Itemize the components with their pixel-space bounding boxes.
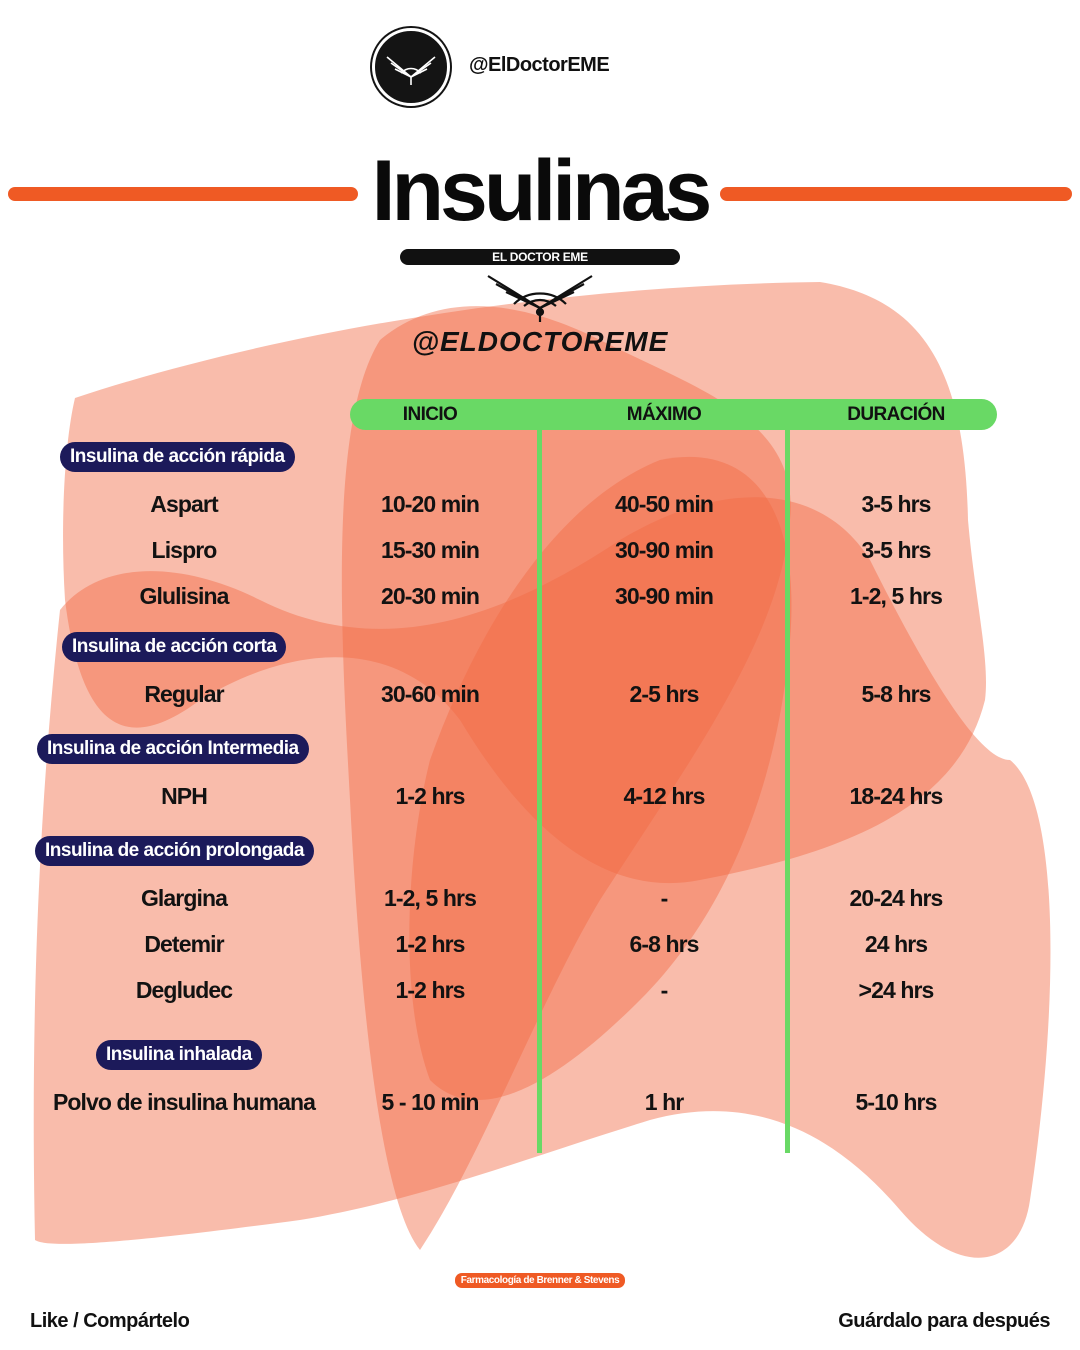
column-header-bar bbox=[350, 399, 997, 430]
cell-inicio: 1-2 hrs bbox=[395, 783, 465, 809]
brand-name-bar: EL DOCTOR EME bbox=[400, 249, 680, 265]
category-pill: Insulina de acción prolongada bbox=[35, 836, 314, 866]
insulin-name: Glulisina bbox=[139, 583, 229, 609]
category-pill: Insulina de acción corta bbox=[62, 632, 287, 662]
category-pill: Insulina inhalada bbox=[96, 1040, 262, 1070]
cell-maximo: - bbox=[660, 885, 669, 911]
cell-duracion: 3-5 hrs bbox=[861, 537, 931, 563]
column-header-inicio: INICIO bbox=[402, 404, 458, 425]
title-divider-left bbox=[8, 187, 358, 201]
footer-share-text: Like / Compártelo bbox=[30, 1310, 190, 1332]
insulin-name: Lispro bbox=[151, 537, 218, 563]
cell-duracion: 5-10 hrs bbox=[855, 1089, 937, 1115]
insulin-name: Detemir bbox=[144, 931, 224, 957]
winged-caduceus-logo-icon bbox=[487, 275, 593, 322]
cell-inicio: 1-2 hrs bbox=[395, 931, 465, 957]
cell-maximo: 4-12 hrs bbox=[623, 783, 705, 809]
footer-save-text: Guárdalo para después bbox=[838, 1310, 1050, 1332]
blob-shape bbox=[409, 456, 792, 1101]
cell-inicio: 1-2 hrs bbox=[395, 977, 465, 1003]
cell-duracion: 18-24 hrs bbox=[849, 783, 944, 809]
title-divider-right bbox=[720, 187, 1072, 201]
cell-duracion: 24 hrs bbox=[864, 931, 928, 957]
cell-maximo: 2-5 hrs bbox=[629, 681, 699, 707]
category-pill: Insulina de acción rápida bbox=[60, 442, 295, 472]
cell-inicio: 1-2, 5 hrs bbox=[384, 885, 477, 911]
insulin-name: Polvo de insulina humana bbox=[52, 1089, 316, 1115]
insulin-name: NPH bbox=[161, 783, 208, 809]
blob-shape bbox=[63, 282, 987, 884]
column-divider bbox=[785, 428, 790, 1153]
blob-shape bbox=[341, 306, 791, 1250]
column-header-duracion: DURACIÓN bbox=[847, 404, 945, 425]
cell-duracion: >24 hrs bbox=[858, 977, 935, 1003]
category-pill: Insulina de acción Intermedia bbox=[37, 734, 309, 764]
column-divider bbox=[537, 428, 542, 1153]
account-handle[interactable]: @ElDoctorEME bbox=[469, 54, 610, 76]
cell-duracion: 3-5 hrs bbox=[861, 491, 931, 517]
cell-inicio: 10-20 min bbox=[380, 491, 480, 517]
cell-inicio: 20-30 min bbox=[380, 583, 480, 609]
cell-inicio: 30-60 min bbox=[380, 681, 480, 707]
insulin-name: Regular bbox=[144, 681, 224, 707]
source-citation: Farmacología de Brenner & Stevens bbox=[455, 1273, 625, 1288]
cell-maximo: - bbox=[660, 977, 669, 1003]
blob-shape bbox=[33, 497, 1051, 1258]
profile-avatar[interactable] bbox=[372, 28, 450, 106]
cell-maximo: 6-8 hrs bbox=[629, 931, 699, 957]
cell-maximo: 1 hr bbox=[644, 1089, 684, 1115]
cell-duracion: 20-24 hrs bbox=[849, 885, 944, 911]
insulin-name: Aspart bbox=[150, 491, 218, 517]
winged-caduceus-logo-icon bbox=[386, 56, 436, 85]
cell-duracion: 1-2, 5 hrs bbox=[850, 583, 943, 609]
insulin-name: Degludec bbox=[135, 977, 233, 1003]
cell-maximo: 40-50 min bbox=[614, 491, 714, 517]
cell-maximo: 30-90 min bbox=[614, 583, 714, 609]
brand-handle: @ELDOCTOREME bbox=[411, 326, 669, 357]
cell-maximo: 30-90 min bbox=[614, 537, 714, 563]
insulin-name: Glargina bbox=[140, 885, 228, 911]
brand-logo bbox=[484, 268, 596, 324]
cell-inicio: 5 - 10 min bbox=[381, 1089, 479, 1115]
column-header-maximo: MÁXIMO bbox=[626, 404, 702, 425]
cell-inicio: 15-30 min bbox=[380, 537, 480, 563]
cell-duracion: 5-8 hrs bbox=[861, 681, 931, 707]
page-title: Insulinas bbox=[371, 143, 713, 239]
